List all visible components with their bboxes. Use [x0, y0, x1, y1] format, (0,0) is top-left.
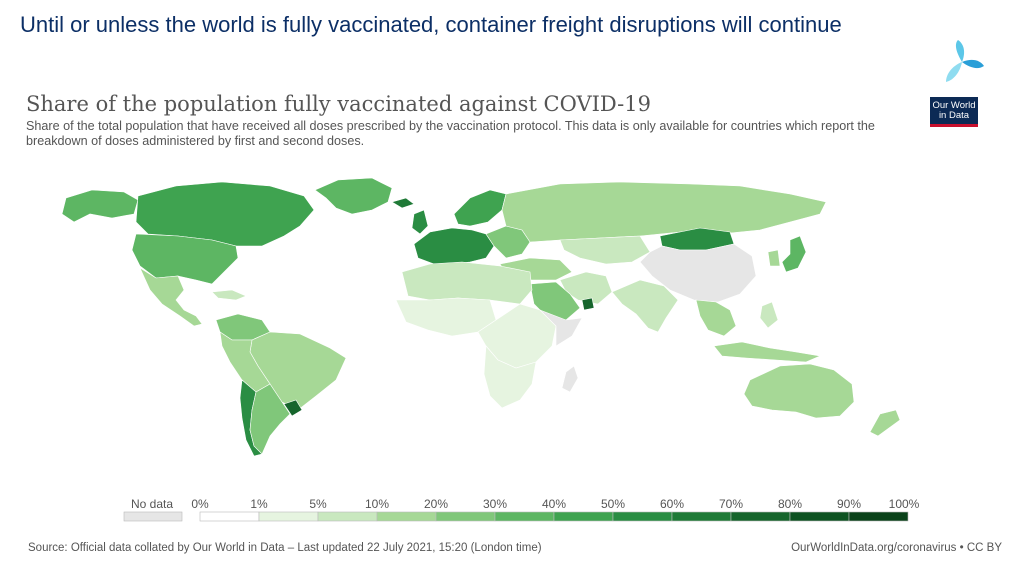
legend-tick-label-10: 80%	[778, 497, 802, 511]
map-region-caribbean[interactable]	[211, 289, 247, 301]
legend-tick-label-6: 40%	[542, 497, 566, 511]
legend-swatch-3	[376, 511, 437, 522]
map-legend: No data 0% 1% 5% 10% 20% 30% 40% 50% 60% 70% 80% 90…	[123, 497, 920, 522]
map-region-iceland[interactable]	[391, 197, 415, 209]
slide-title: Until or unless the world is fully vacci…	[20, 12, 842, 37]
map-region-greenland[interactable]	[314, 177, 393, 215]
owid-logo-line1: Our World	[932, 100, 976, 111]
legend-no-data-swatch	[123, 511, 183, 522]
map-region-canada[interactable]	[135, 181, 315, 247]
legend-swatch-5	[494, 511, 555, 522]
legend-no-data-label: No data	[131, 497, 173, 511]
map-region-usa[interactable]	[131, 233, 239, 285]
legend-swatch-9	[730, 511, 791, 522]
map-region-korea[interactable]	[767, 249, 781, 267]
map-region-uae[interactable]	[581, 297, 595, 311]
map-region-north-africa[interactable]	[401, 261, 533, 305]
map-region-southeast-asia[interactable]	[695, 299, 737, 337]
map-region-indonesia[interactable]	[713, 341, 822, 363]
map-region-scandinavia[interactable]	[453, 189, 507, 227]
map-region-saudi-arabia[interactable]	[529, 281, 581, 321]
map-region-southern-africa[interactable]	[483, 345, 537, 409]
map-title: Share of the population fully vaccinated…	[26, 92, 651, 116]
legend-swatch-8	[671, 511, 732, 522]
map-region-central-asia[interactable]	[559, 235, 651, 265]
map-region-alaska[interactable]	[61, 189, 139, 223]
legend-tick-label-4: 20%	[424, 497, 448, 511]
map-region-philippines[interactable]	[759, 301, 779, 329]
legend-swatch-0	[199, 511, 260, 522]
legend-tick-label-7: 50%	[601, 497, 625, 511]
legend-swatch-10	[789, 511, 850, 522]
legend-tick-label-9: 70%	[719, 497, 743, 511]
map-region-india[interactable]	[611, 279, 679, 333]
owid-logo[interactable]: Our World in Data	[930, 97, 978, 127]
legend-tick-label-11: 90%	[837, 497, 861, 511]
map-region-horn-of-africa[interactable]	[539, 309, 583, 347]
legend-tick-label-3: 10%	[365, 497, 389, 511]
legend-swatch-2	[317, 511, 378, 522]
map-subtitle: Share of the total population that have …	[26, 119, 875, 148]
map-region-argentina[interactable]	[249, 383, 291, 455]
legend-swatch-1	[258, 511, 319, 522]
legend-tick-label-final: 100%	[889, 497, 920, 511]
map-region-western-europe[interactable]	[413, 227, 495, 265]
legend-swatch-6	[553, 511, 614, 522]
map-region-uk[interactable]	[411, 209, 429, 235]
source-url[interactable]: OurWorldInData.org/coronavirus • CC BY	[791, 542, 1002, 554]
world-map[interactable]	[0, 150, 1024, 490]
tri-leaf-logo-icon	[946, 40, 984, 82]
map-region-madagascar[interactable]	[561, 365, 579, 393]
legend-tick-label-5: 30%	[483, 497, 507, 511]
legend-tick-label-1: 1%	[250, 497, 268, 511]
map-region-japan[interactable]	[781, 235, 807, 273]
map-region-uruguay[interactable]	[283, 399, 303, 417]
owid-logo-line2: in Data	[938, 110, 970, 121]
map-region-russia[interactable]	[501, 181, 827, 243]
legend-tick-label-8: 60%	[660, 497, 684, 511]
legend-tick-label-0: 0%	[191, 497, 209, 511]
map-region-new-zealand[interactable]	[869, 409, 901, 437]
map-region-china[interactable]	[639, 243, 757, 303]
legend-swatch-7	[612, 511, 673, 522]
legend-tick-label-2: 5%	[309, 497, 327, 511]
map-region-australia[interactable]	[743, 363, 855, 419]
map-region-mexico[interactable]	[139, 267, 203, 327]
legend-swatch-4	[435, 511, 496, 522]
legend-swatch-11	[848, 511, 909, 522]
source-text: Source: Official data collated by Our Wo…	[28, 542, 542, 554]
